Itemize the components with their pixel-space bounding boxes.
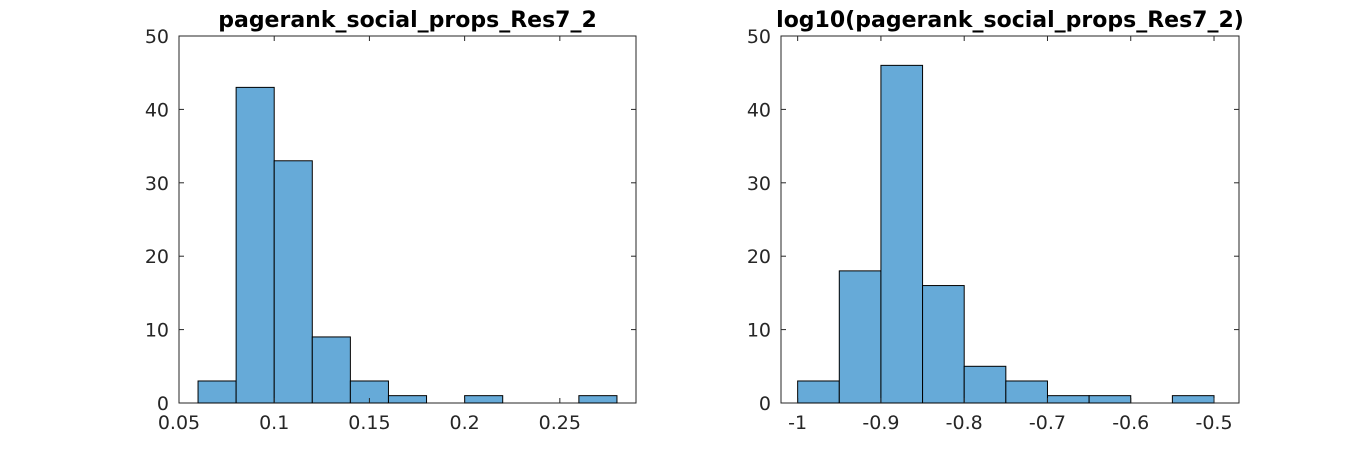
x-tick-label: 0.2	[450, 412, 480, 434]
x-tick-label: -0.5	[1195, 412, 1232, 434]
histogram-bar	[387, 395, 428, 404]
y-tick-label: 50	[145, 26, 169, 48]
histogram-bar	[578, 395, 618, 404]
y-tick-label: 0	[157, 393, 169, 415]
x-tick-label: -0.6	[1112, 412, 1149, 434]
y-tick-label: 40	[145, 99, 169, 121]
histogram-bar	[235, 86, 275, 404]
x-tick-label: 0.1	[259, 412, 289, 434]
chart-title: pagerank_social_props_Res7_2	[218, 8, 597, 33]
histogram-panel-log10: -1 -0.9 -0.8 -0.7 -0.6 -0.5 0 10 20 30 40 50log10(p…	[747, 8, 1244, 434]
histogram-bar	[922, 285, 965, 404]
y-tick-label: 10	[145, 320, 169, 342]
x-tick-label: -0.7	[1029, 412, 1066, 434]
x-tick-label: -0.9	[862, 412, 899, 434]
histogram-bar	[273, 160, 313, 404]
histogram-bar	[963, 365, 1007, 404]
y-tick-label: 30	[747, 173, 771, 195]
x-tick-label: -0.8	[946, 412, 983, 434]
x-tick-label: 0.05	[158, 412, 200, 434]
y-tick-label: 30	[145, 173, 169, 195]
y-tick-label: 20	[747, 246, 771, 268]
x-tick-label: 0.25	[539, 412, 581, 434]
chart-title: log10(pagerank_social_props_Res7_2)	[776, 8, 1244, 33]
histogram-bar	[1171, 395, 1215, 404]
histogram-bar	[197, 380, 237, 404]
histogram-bar	[311, 336, 351, 404]
histogram-bar	[797, 380, 840, 404]
y-tick-label: 50	[747, 26, 771, 48]
histogram-bar	[464, 395, 504, 404]
histogram-bar	[838, 270, 882, 404]
histogram-bar	[880, 64, 924, 404]
histogram-bar	[1088, 395, 1132, 404]
y-tick-label: 20	[145, 246, 169, 268]
y-tick-label: 0	[759, 393, 771, 415]
histogram-bar	[1005, 380, 1048, 404]
histogram-bar	[1046, 395, 1090, 404]
y-tick-label: 10	[747, 320, 771, 342]
x-tick-label: 0.15	[348, 412, 390, 434]
y-tick-label: 40	[747, 99, 771, 121]
histogram-panel-linear: 0.05 0.1 0.15 0.2 0.25 0 10 20 30 40 50 pagerank_so…	[145, 8, 637, 434]
x-tick-label: -1	[788, 412, 807, 434]
